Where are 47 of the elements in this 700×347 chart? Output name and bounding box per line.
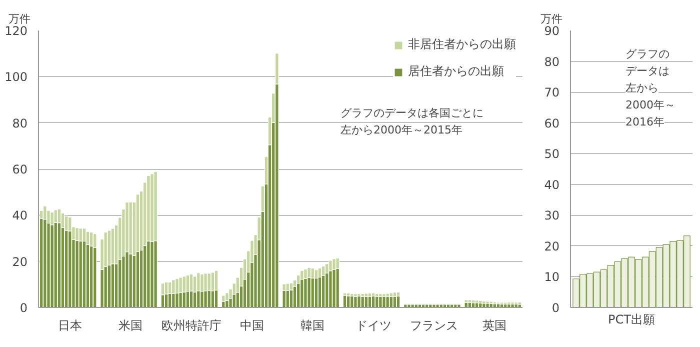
bar bbox=[389, 296, 394, 308]
bar bbox=[468, 300, 472, 303]
x-tick-label: 日本 bbox=[58, 318, 82, 332]
y-tick-label: 90 bbox=[544, 24, 560, 38]
x-tick-label: 米国 bbox=[118, 318, 143, 332]
y-tick-label: 70 bbox=[544, 86, 560, 100]
y-tick-label: 40 bbox=[544, 178, 560, 192]
chart-title: 万件 bbox=[540, 12, 562, 26]
y-tick-label: 120 bbox=[4, 24, 28, 38]
bar bbox=[364, 296, 368, 308]
bar bbox=[482, 300, 486, 304]
y-tick-label: 20 bbox=[12, 254, 28, 269]
x-tick-label: 欧州特許庁 bbox=[161, 318, 222, 332]
chart-title: 万件 bbox=[8, 12, 30, 26]
y-tick-label: 30 bbox=[544, 208, 560, 223]
annotation: グラフの bbox=[626, 48, 670, 60]
legend-label: 居住者からの出願 bbox=[408, 63, 504, 80]
x-axis-title: PCT出願 bbox=[608, 312, 655, 326]
bar bbox=[518, 302, 522, 305]
y-tick-label: 100 bbox=[4, 70, 28, 84]
y-tick-label: 80 bbox=[12, 116, 28, 130]
annotation: 左から2000年～2015年 bbox=[340, 124, 462, 136]
bar bbox=[478, 300, 482, 304]
y-tick-label: 60 bbox=[12, 162, 28, 176]
y-tick-label: 0 bbox=[552, 301, 560, 315]
x-tick-label: 英国 bbox=[482, 318, 507, 332]
y-tick-label: 60 bbox=[544, 116, 560, 130]
annotation: 2000年～ bbox=[626, 98, 676, 112]
annotation: 左から bbox=[626, 82, 658, 94]
x-tick-label: フランス bbox=[410, 318, 458, 332]
y-tick-label: 50 bbox=[544, 147, 560, 162]
x-tick-label: 韓国 bbox=[300, 318, 325, 332]
annotation: データは bbox=[626, 64, 670, 78]
x-tick-label: ドイツ bbox=[355, 318, 392, 332]
y-tick-label: 0 bbox=[20, 301, 28, 315]
y-tick-label: 80 bbox=[544, 54, 560, 69]
bar bbox=[489, 301, 493, 304]
annotation: 2016年 bbox=[626, 116, 664, 128]
y-tick-label: 20 bbox=[544, 239, 560, 254]
legend-label: 非居住者からの出願 bbox=[408, 36, 516, 53]
y-tick-label: 10 bbox=[544, 270, 560, 284]
annotation: グラフのデータは各国ごとに bbox=[340, 106, 484, 120]
bar bbox=[486, 300, 490, 304]
y-tick-label: 40 bbox=[12, 208, 28, 223]
bar bbox=[474, 300, 479, 304]
bar bbox=[464, 300, 468, 303]
x-tick-label: 中国 bbox=[240, 318, 264, 332]
